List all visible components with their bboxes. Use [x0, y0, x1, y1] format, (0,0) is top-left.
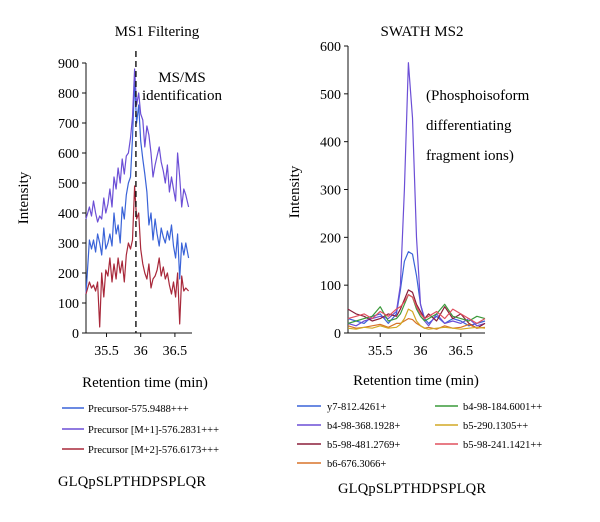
legend-label: b4-98-184.6001++ [463, 402, 542, 413]
swath-plot-area: 0 100 200 300 400 500 600 35.5 36 36.5 [320, 40, 486, 359]
ms1-peptide-sequence: GLQpSLPTHDPSPLQR [58, 474, 206, 490]
series-line [85, 185, 190, 328]
series-line [347, 308, 486, 330]
swath-x-axis-label: Retention time (min) [353, 373, 479, 389]
x-tick-label: 36.5 [449, 344, 474, 359]
y-tick-label: 100 [320, 279, 341, 294]
legend-label: y7-812.4261+ [327, 402, 386, 413]
y-tick-label: 200 [58, 267, 79, 282]
y-tick-label: 300 [58, 237, 79, 252]
x-tick-label: 36 [414, 344, 428, 359]
legend-label: b4-98-368.1928+ [327, 421, 400, 432]
legend-label: b5-290.1305++ [463, 421, 528, 432]
swath-annotation-line3: fragment ions) [426, 148, 514, 164]
series-line [347, 62, 486, 327]
y-tick-label: 0 [334, 327, 341, 342]
x-tick-label: 36.5 [163, 344, 188, 359]
series-line [85, 68, 190, 223]
legend-label: b5-98-241.1421++ [463, 440, 542, 451]
ms1-annotation-line2: identification [142, 88, 222, 104]
legend-label: Precursor-575.9488+++ [88, 404, 189, 415]
ms1-annotation-line1: MS/MS [158, 70, 206, 86]
y-tick-label: 300 [320, 184, 341, 199]
legend-label: Precursor [M+1]-576.2831+++ [88, 425, 219, 436]
y-tick-label: 200 [320, 231, 341, 246]
y-tick-label: 800 [58, 87, 79, 102]
legend-label: b6-676.3066+ [327, 459, 386, 470]
series-line [85, 80, 190, 295]
series-line [347, 251, 486, 327]
y-tick-label: 700 [58, 117, 79, 132]
swath-annotation-line2: differentiating [426, 118, 512, 134]
swath-legend: y7-812.4261+ b4-98-368.1928+ b5-98-481.2… [297, 402, 542, 470]
y-tick-label: 100 [58, 297, 79, 312]
y-tick-label: 600 [320, 40, 341, 55]
x-tick-label: 35.5 [94, 344, 119, 359]
y-tick-label: 400 [58, 207, 79, 222]
y-tick-label: 600 [58, 147, 79, 162]
ms1-panel: MS1 Filtering 0 100 200 300 400 500 600 700 800 9… [16, 24, 222, 490]
x-tick-label: 35.5 [368, 344, 393, 359]
ms1-y-axis-label: Intensity [16, 171, 32, 224]
ms1-legend: Precursor-575.9488+++ Precursor [M+1]-57… [62, 404, 219, 456]
swath-peptide-sequence: GLQpSLPTHDPSPLQR [338, 481, 486, 497]
ms1-title: MS1 Filtering [115, 24, 200, 40]
series-line [347, 318, 486, 330]
ms1-x-axis-label: Retention time (min) [82, 375, 208, 391]
swath-annotation-line1: (Phosphoisoform [426, 88, 530, 104]
series-line [347, 294, 486, 324]
y-tick-label: 400 [320, 136, 341, 151]
y-tick-label: 500 [320, 88, 341, 103]
series-line [347, 289, 486, 329]
ms1-plot-area: 0 100 200 300 400 500 600 700 800 900 35.5 36 36.5 [58, 51, 192, 359]
legend-label: Precursor [M+2]-576.6173+++ [88, 445, 219, 456]
swath-title: SWATH MS2 [381, 24, 464, 40]
swath-y-axis-label: Intensity [287, 165, 303, 218]
y-tick-label: 900 [58, 57, 79, 72]
x-tick-label: 36 [134, 344, 148, 359]
y-tick-label: 0 [72, 327, 79, 342]
y-tick-label: 500 [58, 177, 79, 192]
legend-label: b5-98-481.2769+ [327, 440, 400, 451]
